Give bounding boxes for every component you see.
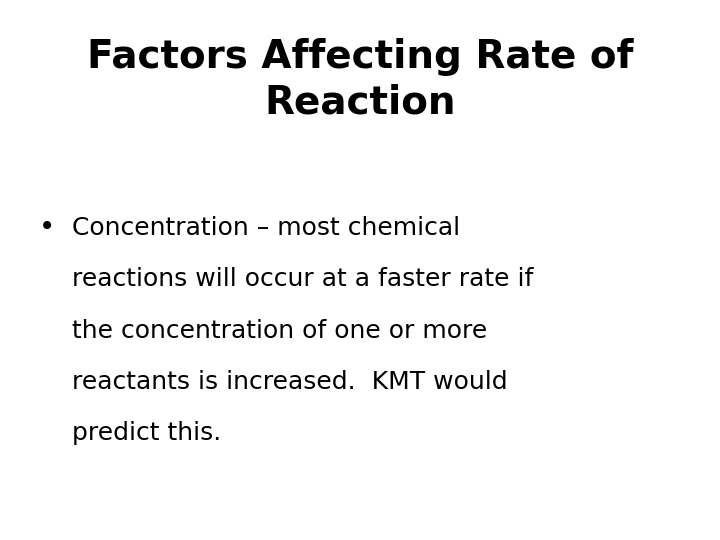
Text: the concentration of one or more: the concentration of one or more [72,319,487,342]
Text: •: • [39,213,55,241]
Text: predict this.: predict this. [72,421,221,445]
Text: Concentration – most chemical: Concentration – most chemical [72,216,460,240]
Text: Factors Affecting Rate of
Reaction: Factors Affecting Rate of Reaction [87,38,633,122]
Text: reactants is increased.  KMT would: reactants is increased. KMT would [72,370,508,394]
Text: reactions will occur at a faster rate if: reactions will occur at a faster rate if [72,267,534,291]
